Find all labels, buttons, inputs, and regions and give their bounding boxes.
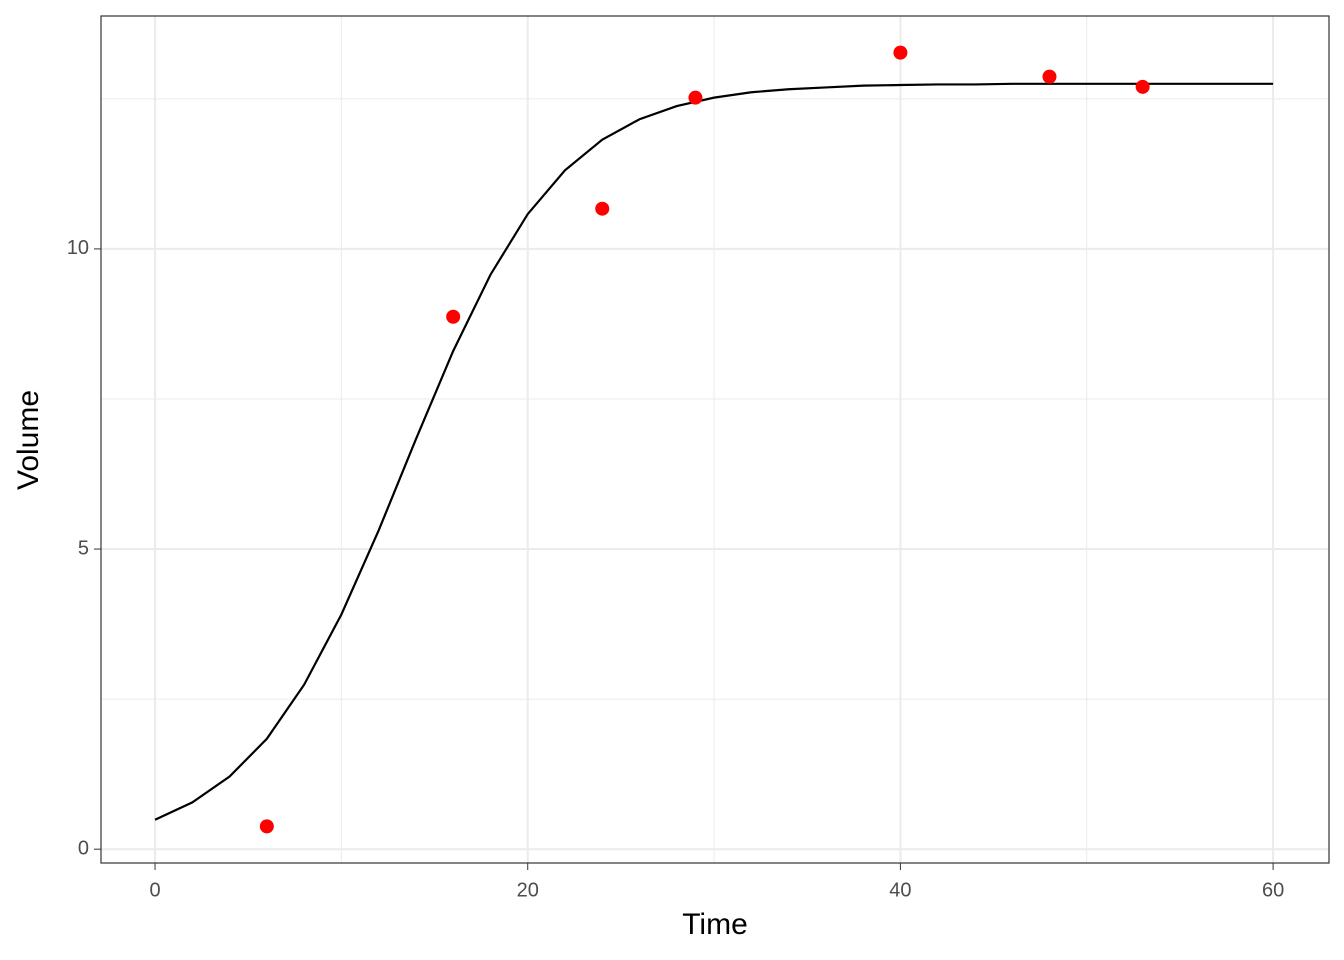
data-point — [893, 45, 908, 60]
x-tick-label: 0 — [149, 879, 160, 901]
data-point — [1135, 79, 1150, 94]
y-axis-title: Volume — [12, 390, 45, 490]
x-tick-label: 20 — [517, 879, 539, 901]
data-point — [595, 201, 610, 216]
fit-line — [154, 82, 1274, 821]
data-point — [1042, 69, 1057, 84]
plot-panel — [101, 16, 1329, 863]
data-point — [446, 309, 461, 324]
data-point — [259, 819, 274, 834]
x-axis-title: Time — [682, 908, 748, 941]
data-point — [688, 90, 703, 105]
x-tick-label: 60 — [1262, 879, 1284, 901]
panel-border — [100, 15, 1330, 864]
y-tick-label: 10 — [67, 237, 89, 259]
y-tick-label: 0 — [78, 837, 89, 859]
y-tick-label: 5 — [78, 537, 89, 559]
x-tick-label: 40 — [889, 879, 911, 901]
